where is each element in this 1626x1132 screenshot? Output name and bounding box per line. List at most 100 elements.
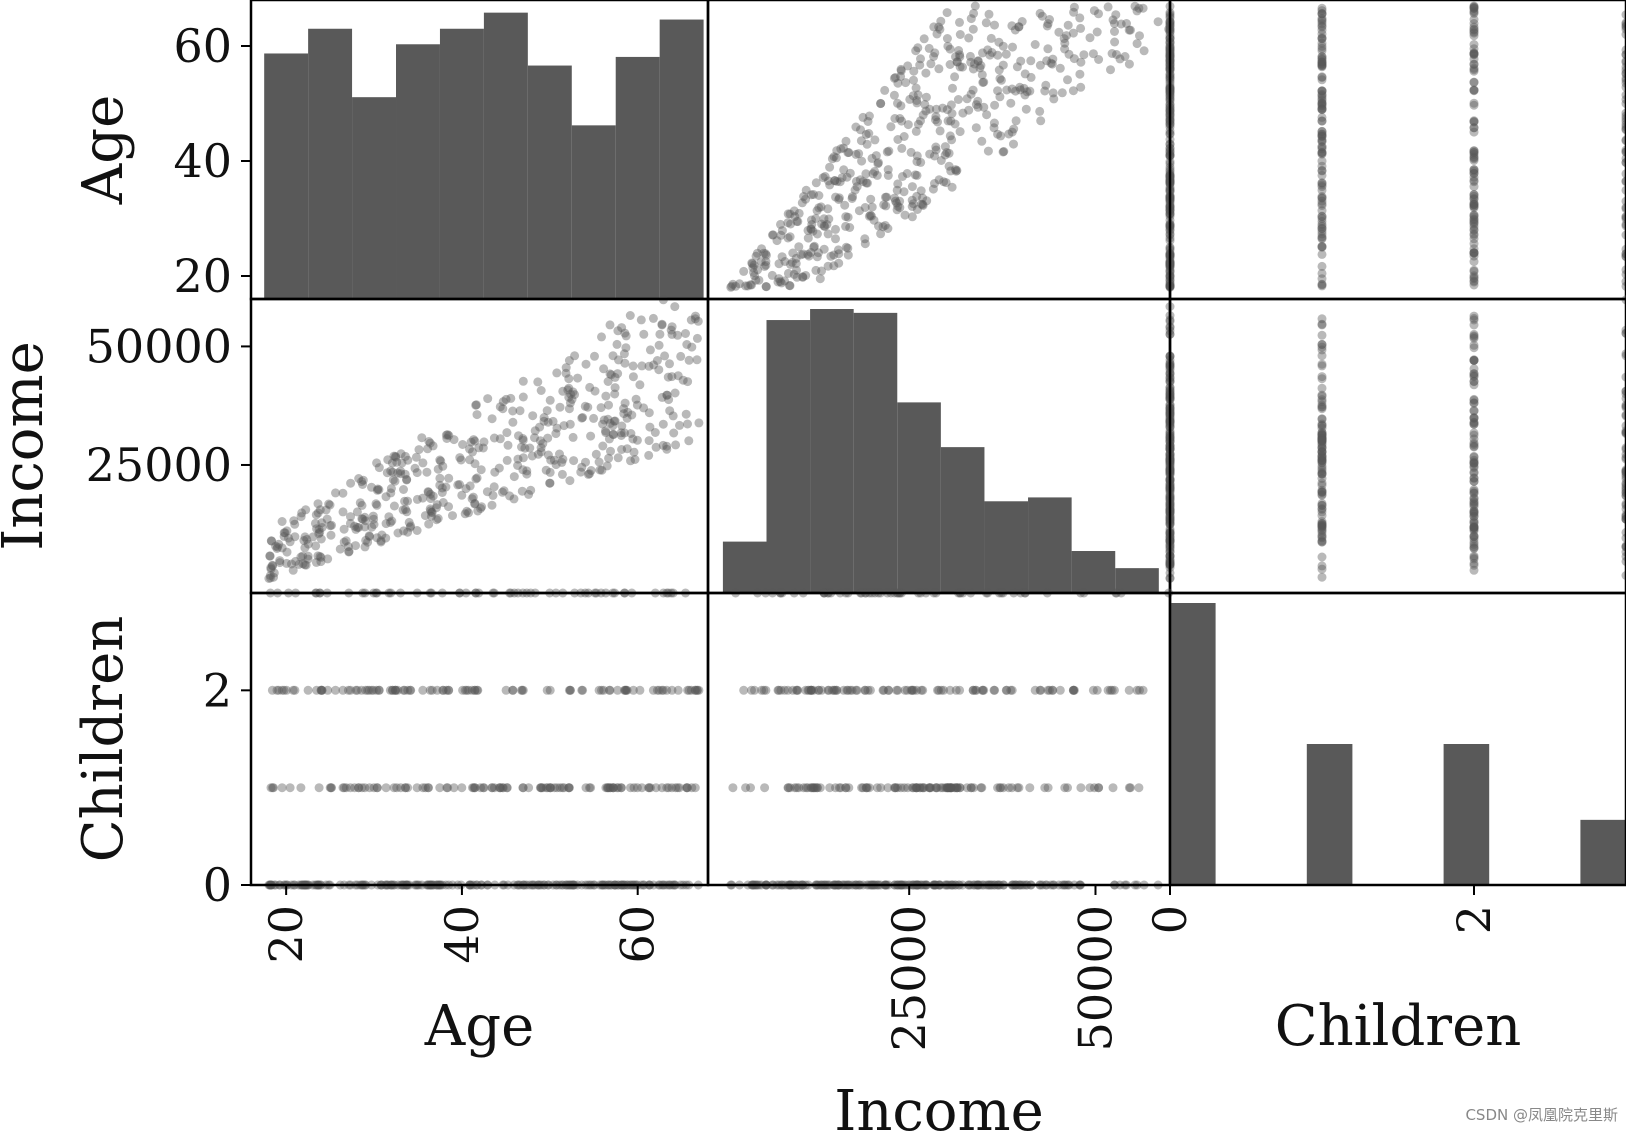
scatter-point (889, 73, 899, 83)
scatter-point (825, 783, 835, 793)
scatter-point (1092, 685, 1102, 695)
scatter-point (387, 516, 397, 526)
scatter-point (1317, 192, 1327, 201)
scatter-point (916, 685, 926, 695)
scatter-point (684, 355, 694, 365)
scatter-point (897, 143, 907, 153)
scatter-point (545, 395, 555, 405)
scatter-point (1317, 280, 1327, 290)
scatter-point (1317, 233, 1327, 243)
scatter-point (973, 56, 983, 66)
scatter-point (1043, 44, 1053, 54)
scatter-point (346, 512, 355, 522)
scatter-point (1107, 49, 1117, 58)
scatter-point (726, 282, 736, 292)
scatter-point (971, 100, 981, 110)
scatter-point (665, 406, 675, 416)
scatter-point (761, 282, 771, 292)
scatter-point (389, 451, 399, 461)
scatter-point (1020, 69, 1030, 79)
scatter-point (912, 98, 922, 108)
scatter-point (546, 455, 556, 465)
scatter-point (903, 61, 913, 71)
scatter-point (470, 783, 480, 793)
scatter-point (325, 783, 335, 793)
scatter-point (1317, 211, 1327, 221)
scatter-point (866, 211, 876, 221)
scatter-point (990, 100, 1000, 110)
scatter-point (648, 313, 658, 323)
scatter-point (637, 361, 647, 371)
scatter-point (797, 198, 807, 208)
scatter-point (1317, 500, 1327, 510)
scatter-point (311, 541, 321, 551)
scatter-point (891, 783, 900, 793)
scatter-point (1317, 498, 1327, 508)
scatter-point (950, 119, 960, 129)
scatter-point (610, 372, 620, 382)
scatter-point (314, 525, 324, 534)
scatter-point (891, 196, 900, 206)
scatter-point (1049, 94, 1059, 104)
scatter-point (517, 486, 527, 496)
scatter-point (1317, 29, 1327, 39)
scatter-point (789, 206, 799, 216)
scatter-point (998, 41, 1008, 51)
scatter-point (749, 268, 759, 277)
scatter-point (637, 783, 647, 793)
scatter-point (372, 485, 382, 495)
scatter-point (825, 180, 835, 190)
scatter-point (1469, 200, 1479, 210)
scatter-point (883, 224, 893, 233)
scatter-point (465, 444, 474, 454)
scatter-point (522, 466, 532, 476)
scatter-point (968, 85, 978, 95)
scatter-point (934, 175, 944, 185)
scatter-point (965, 51, 975, 61)
scatter-point (670, 388, 680, 398)
scatter-point (549, 455, 559, 465)
scatter-point (746, 280, 755, 290)
scatter-point (842, 172, 852, 182)
scatter-point (401, 504, 410, 514)
scatter-point (354, 783, 364, 793)
scatter-point (841, 783, 851, 793)
scatter-point (441, 482, 451, 492)
scatter-point (388, 475, 398, 485)
scatter-point (357, 500, 367, 510)
scatter-point (565, 476, 575, 486)
hist-bar (1170, 603, 1216, 885)
scatter-point (335, 544, 345, 554)
scatter-point (564, 404, 574, 414)
scatter-point (566, 389, 576, 399)
scatter-point (1004, 129, 1014, 139)
scatter-point (555, 449, 564, 459)
scatter-point (841, 242, 851, 252)
scatter-point (487, 414, 497, 424)
scatter-point (952, 165, 962, 175)
scatter-point (372, 458, 382, 468)
scatter-point (907, 202, 917, 211)
scatter-point (1469, 2, 1479, 12)
scatter-point (501, 394, 511, 404)
scatter-point (1317, 214, 1327, 223)
scatter-point (1469, 473, 1479, 483)
scatter-point (1317, 94, 1327, 104)
scatter-point (1317, 451, 1327, 461)
scatter-point (564, 356, 574, 365)
scatter-point (266, 564, 276, 574)
scatter-point (1135, 685, 1144, 695)
scatter-point (652, 356, 662, 365)
scatter-point (269, 572, 278, 582)
hist-bar (264, 53, 309, 299)
scatter-point (952, 57, 962, 67)
scatter-point (483, 394, 493, 404)
scatter-point (569, 456, 579, 466)
scatter-point (978, 48, 987, 58)
scatter-point (1469, 459, 1479, 469)
scatter-point (876, 229, 886, 239)
scatter-point (325, 521, 335, 531)
scatter-point (1317, 224, 1327, 234)
scatter-point (438, 498, 448, 507)
scatter-point (1469, 156, 1479, 165)
